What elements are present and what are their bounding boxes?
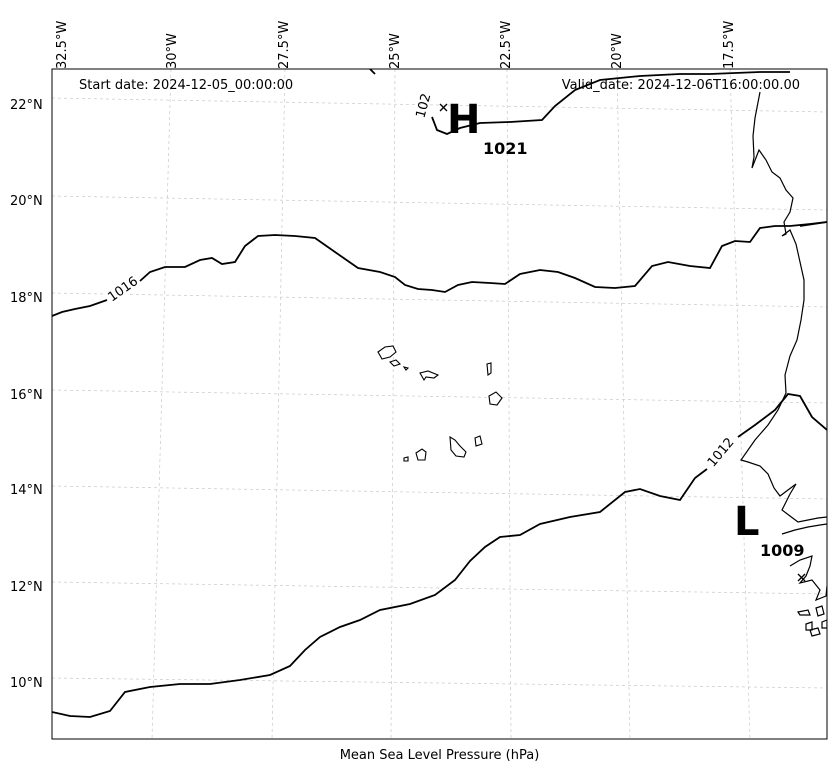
island-santo-antao (377, 345, 397, 360)
coastlines (740, 91, 827, 637)
lon-label-25w: 25°W (388, 33, 403, 69)
island-sal (486, 362, 492, 376)
high-pressure-value: 1021 (483, 139, 528, 158)
high-center-x-icon (439, 103, 448, 112)
valid-date-label: Valid_date: 2024-12-06T16:00:00.00 (561, 78, 800, 93)
lat-label-16n: 16°N (10, 388, 43, 403)
lon-label-17-5w: 17.5°W (722, 20, 737, 69)
gridline-lat-20n (52, 195, 827, 211)
isobar-1012 (52, 393, 827, 718)
gridline-lon-30w (151, 69, 172, 739)
lat-label-12n: 12°N (10, 580, 43, 595)
lon-label-22-5w: 22.5°W (499, 20, 514, 69)
lat-label-20n: 20°N (10, 194, 43, 209)
isobars (52, 69, 827, 718)
high-pressure-letter: H (447, 97, 481, 143)
low-pressure-letter: L (734, 499, 760, 545)
low-pressure-value: 1009 (760, 541, 805, 560)
center-markers (439, 103, 806, 582)
lat-label-10n: 10°N (10, 676, 43, 691)
lon-label-27-5w: 27.5°W (277, 20, 292, 69)
gridline-lat-22n (52, 97, 827, 113)
map-frame (51, 68, 828, 740)
lon-label-20w: 20°W (610, 33, 625, 69)
gridline-lon-27-5w (271, 69, 286, 739)
isobar-1020 (369, 69, 790, 135)
gridline-lat-18n (52, 292, 827, 308)
gridline-lon-17-5w (729, 69, 751, 739)
island-fogo (415, 448, 427, 461)
start-date-label: Start date: 2024-12-05_00:00:00 (79, 78, 294, 93)
lon-label-30w: 30°W (165, 33, 180, 69)
coastline-africa (740, 91, 827, 602)
isobar-1016 (52, 221, 827, 317)
low-center-x-icon (797, 573, 806, 582)
lat-label-22n: 22°N (10, 98, 43, 113)
lon-label-32-5w: 32.5°W (55, 20, 70, 69)
island-maio (474, 435, 483, 447)
gridline-lat-16n (52, 389, 827, 404)
gridline-lon-22-5w (506, 69, 512, 739)
island-sao-vicente (388, 359, 402, 367)
gridline-lon-25w (390, 69, 396, 739)
island-sao-nicolau (419, 370, 440, 382)
island-santa-luzia (402, 366, 410, 371)
island-boa-vista (488, 391, 503, 406)
island-santiago (449, 435, 467, 458)
map-caption: Mean Sea Level Pressure (hPa) (339, 748, 540, 763)
island-brava (403, 456, 409, 462)
graticule (52, 69, 827, 739)
coastline-bijagos (797, 605, 827, 637)
cape-verde-islands (377, 345, 503, 462)
gridline-lat-10n (52, 677, 827, 689)
gridline-lat-14n (52, 485, 827, 500)
lat-label-18n: 18°N (10, 291, 43, 306)
lat-label-14n: 14°N (10, 483, 43, 498)
isobar-1016-east (799, 221, 827, 227)
gridline-lon-20w (616, 69, 631, 739)
